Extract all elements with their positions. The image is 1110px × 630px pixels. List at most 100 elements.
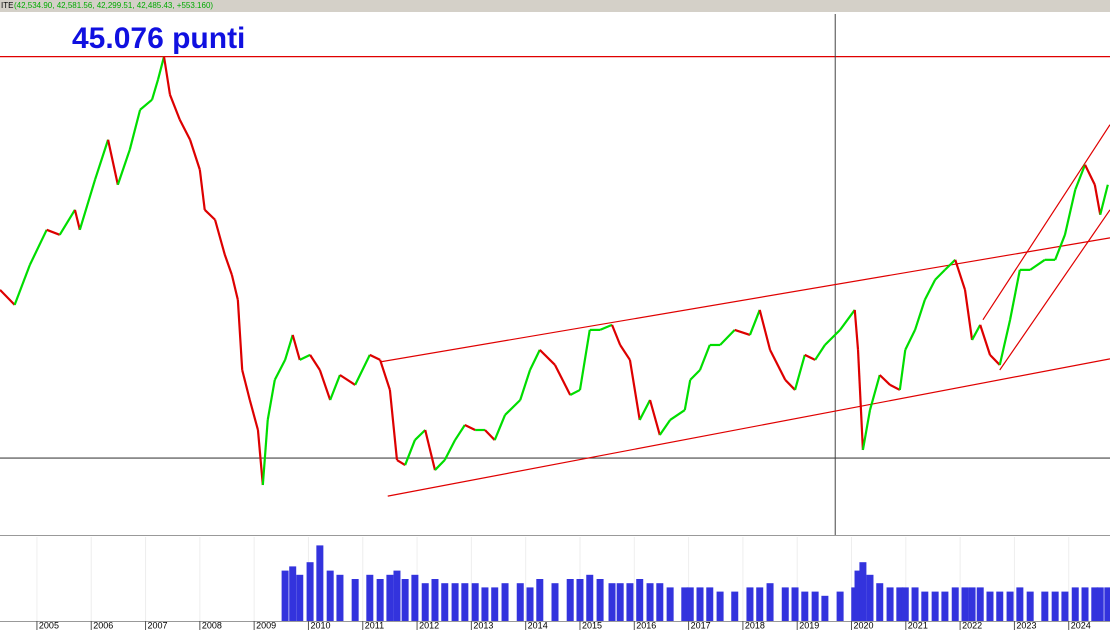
- price-segment: [318, 369, 332, 401]
- volume-bar: [766, 583, 774, 621]
- volume-bar: [961, 587, 969, 621]
- volume-bar: [526, 587, 534, 621]
- x-tick-label: 2013: [473, 620, 493, 630]
- price-segment: [116, 149, 131, 186]
- price-segment: [484, 429, 496, 441]
- price-segment: [1063, 189, 1077, 236]
- volume-bar: [986, 591, 994, 621]
- price-segment: [648, 399, 661, 436]
- volume-bar: [854, 570, 862, 621]
- price-segment: [856, 349, 865, 451]
- volume-bar: [616, 583, 624, 621]
- volume-bar: [401, 579, 409, 621]
- x-tick-label: 2022: [962, 620, 982, 630]
- volume-bar: [351, 579, 359, 621]
- price-segment: [424, 429, 437, 471]
- volume-bar: [306, 562, 314, 621]
- price-segment: [223, 254, 233, 276]
- volume-bar: [686, 587, 694, 621]
- price-segment: [273, 359, 287, 381]
- volume-bar: [336, 574, 344, 621]
- price-segment: [628, 359, 641, 421]
- price-segment: [898, 349, 907, 391]
- volume-bar: [576, 579, 584, 621]
- price-segment: [309, 354, 321, 371]
- volume-bar: [491, 587, 499, 621]
- price-segment: [923, 279, 937, 301]
- price-segment: [889, 383, 901, 391]
- price-segment: [719, 329, 736, 346]
- x-tick-label: 2020: [854, 620, 874, 630]
- volume-bar: [731, 591, 739, 621]
- price-segment: [46, 228, 61, 236]
- price-segment: [769, 349, 787, 381]
- x-tick-label: 2008: [202, 620, 222, 630]
- price-segment: [139, 98, 153, 111]
- x-tick-label: 2006: [93, 620, 113, 630]
- price-segment: [261, 419, 269, 486]
- header-bar: [0, 0, 1110, 12]
- volume-bar: [1061, 591, 1069, 621]
- price-segment: [839, 309, 856, 331]
- price-segment: [1074, 164, 1087, 191]
- volume-bar: [431, 579, 439, 621]
- price-segment: [404, 439, 416, 466]
- volume-bar: [931, 591, 939, 621]
- x-tick-label: 2023: [1016, 620, 1036, 630]
- price-segment: [236, 299, 244, 371]
- price-segment: [689, 369, 701, 381]
- volume-bar: [366, 574, 374, 621]
- volume-bar: [911, 587, 919, 621]
- price-segment: [569, 388, 581, 396]
- price-segment: [989, 354, 1001, 366]
- price-segment: [443, 439, 457, 461]
- volume-bar: [866, 574, 874, 621]
- price-segment: [658, 419, 672, 436]
- price-segment: [971, 324, 982, 341]
- volume-bar: [626, 583, 634, 621]
- volume-bar: [781, 587, 789, 621]
- price-segment: [1099, 184, 1109, 216]
- price-segment: [329, 374, 341, 401]
- volume-bar: [441, 583, 449, 621]
- volume-bar: [411, 574, 419, 621]
- x-tick-label: 2021: [908, 620, 928, 630]
- x-tick-label: 2014: [528, 620, 548, 630]
- x-tick-label: 2011: [365, 620, 384, 630]
- volume-bar: [386, 574, 394, 621]
- x-tick-label: 2007: [148, 620, 168, 630]
- price-segment: [156, 56, 166, 80]
- price-segment: [248, 399, 260, 431]
- volume-bar: [746, 587, 754, 621]
- trend-line: [387, 358, 1110, 497]
- trend-line: [380, 237, 1110, 363]
- price-segment: [554, 364, 572, 396]
- price-segment: [241, 369, 251, 401]
- volume-bar: [451, 583, 459, 621]
- volume-bar: [471, 583, 479, 621]
- volume-bar: [921, 591, 929, 621]
- price-segment: [151, 79, 160, 101]
- price-segment: [519, 369, 532, 401]
- price-segment: [396, 459, 406, 466]
- price-segment: [758, 309, 772, 351]
- volume-bar: [801, 591, 809, 621]
- volume-bar: [586, 574, 594, 621]
- volume-bar: [646, 583, 654, 621]
- volume-bar: [516, 583, 524, 621]
- volume-bar: [461, 583, 469, 621]
- volume-bar: [791, 587, 799, 621]
- price-segment: [1029, 258, 1046, 271]
- volume-bar: [666, 587, 674, 621]
- price-segment: [611, 324, 622, 346]
- price-segment: [162, 56, 172, 95]
- price-segment: [299, 353, 311, 361]
- price-segment: [339, 374, 356, 386]
- x-tick-label: 2016: [636, 620, 656, 630]
- price-segment: [669, 409, 686, 421]
- price-segment: [28, 229, 48, 266]
- volume-bar: [976, 587, 984, 621]
- volume-bar: [706, 587, 714, 621]
- price-segment: [13, 264, 31, 306]
- price-segment: [804, 353, 816, 361]
